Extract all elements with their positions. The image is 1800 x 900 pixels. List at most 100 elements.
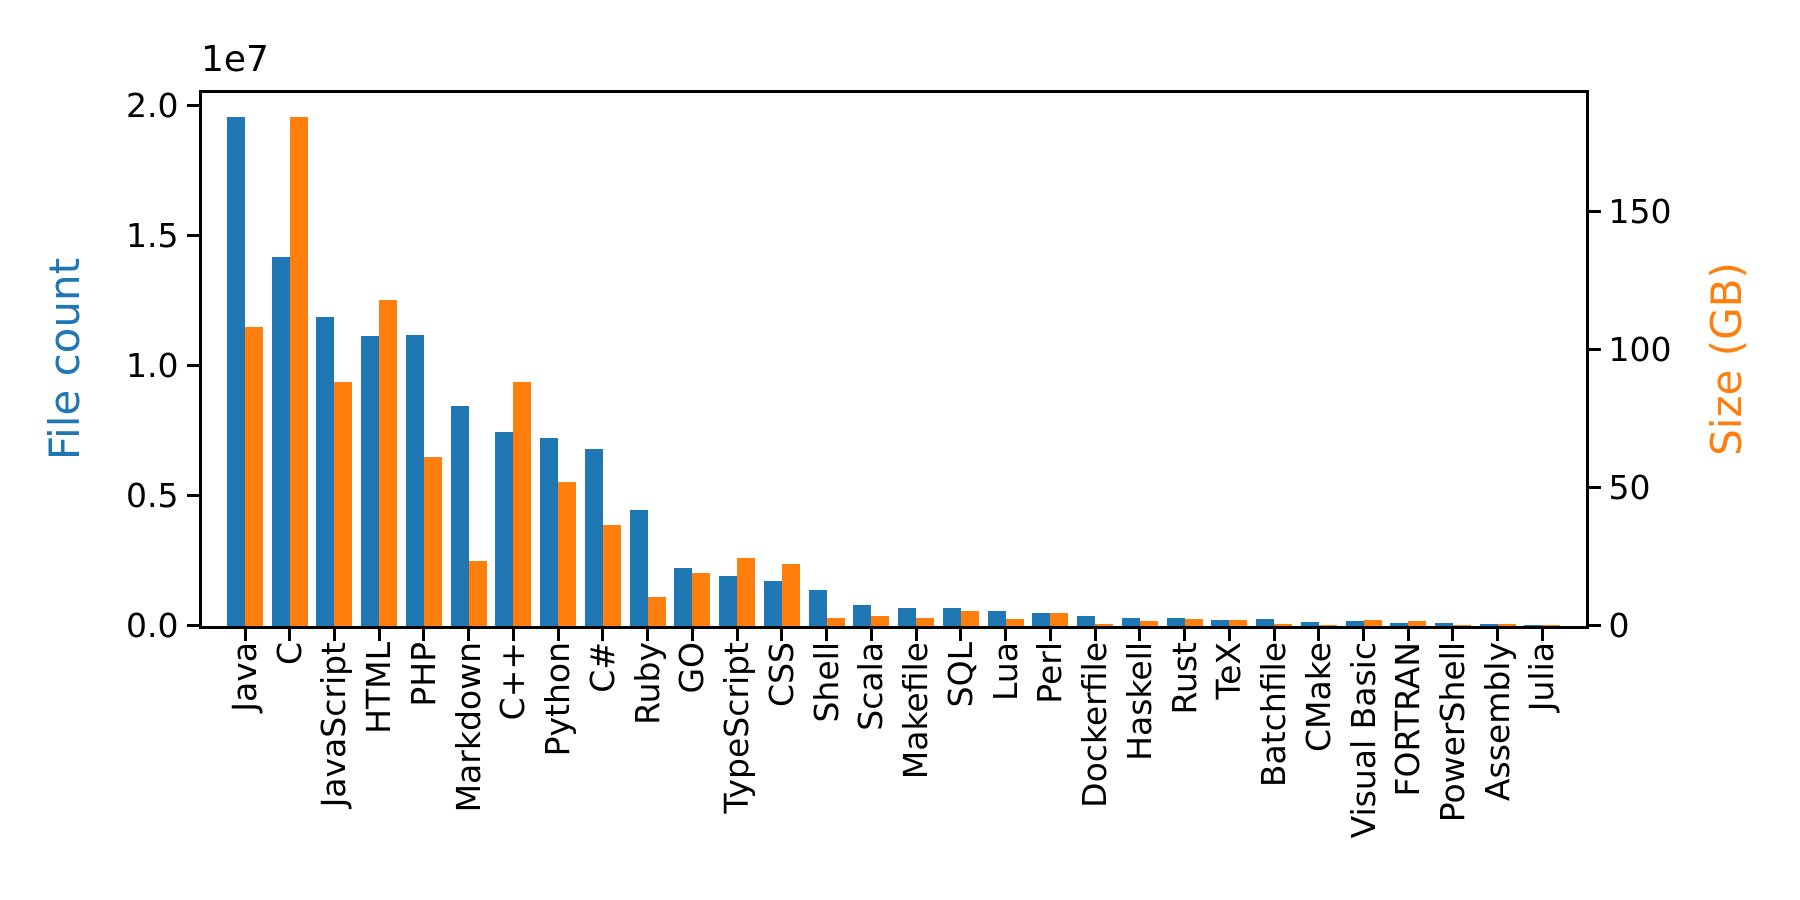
size-bar bbox=[1005, 619, 1024, 626]
size-bar bbox=[1095, 623, 1114, 626]
x-tick-mark bbox=[1406, 628, 1410, 641]
right-y-tick-mark bbox=[1588, 209, 1601, 213]
x-tick-label: Rust bbox=[1164, 642, 1204, 715]
file-count-bar bbox=[853, 605, 872, 626]
left-y-tick-mark bbox=[186, 624, 199, 627]
x-tick-mark bbox=[467, 628, 471, 641]
file-count-bar bbox=[1345, 621, 1364, 626]
x-tick-mark bbox=[601, 628, 605, 641]
left-y-tick-label: 1.0 bbox=[126, 346, 179, 385]
size-bar bbox=[737, 558, 756, 626]
size-bar bbox=[826, 617, 845, 626]
right-y-tick-label: 150 bbox=[1608, 191, 1672, 231]
x-tick-label: PHP bbox=[403, 642, 443, 707]
left-y-tick-mark bbox=[186, 494, 199, 497]
file-count-bar bbox=[227, 117, 245, 626]
x-tick-label: Scala bbox=[851, 642, 891, 731]
x-tick-mark bbox=[288, 628, 292, 641]
x-tick-mark bbox=[1048, 628, 1052, 641]
file-count-bar bbox=[1256, 619, 1275, 626]
x-tick-label: Lua bbox=[985, 642, 1025, 701]
x-tick-mark bbox=[1272, 628, 1276, 641]
x-tick-mark bbox=[1183, 628, 1187, 641]
x-tick-label: Java bbox=[224, 642, 264, 712]
x-tick-label: Dockerfile bbox=[1074, 642, 1114, 808]
size-bar bbox=[692, 573, 711, 626]
file-count-bar bbox=[540, 437, 559, 626]
file-count-bar bbox=[495, 432, 514, 626]
x-tick-label: Shell bbox=[806, 642, 846, 723]
x-tick-mark bbox=[332, 628, 336, 641]
left-y-tick-mark bbox=[186, 364, 199, 367]
x-tick-label: C bbox=[269, 642, 309, 666]
right-y-tick-label: 100 bbox=[1608, 329, 1672, 369]
x-tick-label: Visual Basic bbox=[1343, 642, 1383, 839]
x-tick-label: HTML bbox=[359, 642, 399, 734]
size-bar bbox=[1542, 624, 1561, 626]
left-y-tick-label: 0.5 bbox=[126, 476, 179, 515]
x-tick-label: Julia bbox=[1522, 642, 1562, 712]
x-tick-label: Makefile bbox=[895, 642, 935, 780]
x-tick-label: C++ bbox=[493, 642, 533, 721]
file-count-bar bbox=[674, 568, 693, 626]
x-tick-mark bbox=[914, 628, 918, 641]
size-bar bbox=[960, 610, 979, 626]
x-tick-mark bbox=[825, 628, 829, 641]
size-bar bbox=[871, 616, 890, 626]
file-count-bar bbox=[1121, 618, 1140, 626]
x-tick-label: C# bbox=[582, 642, 622, 693]
file-count-bar bbox=[898, 608, 917, 626]
size-bar bbox=[1452, 624, 1471, 626]
file-count-bar bbox=[1524, 624, 1543, 626]
x-tick-mark bbox=[1138, 628, 1142, 641]
x-tick-mark bbox=[1362, 628, 1365, 641]
x-tick-mark bbox=[1227, 628, 1231, 641]
x-tick-mark bbox=[1451, 628, 1455, 641]
file-count-bar bbox=[1434, 622, 1453, 626]
size-bar bbox=[468, 560, 487, 626]
size-bar bbox=[1229, 619, 1248, 626]
x-tick-label: Ruby bbox=[627, 642, 667, 725]
file-count-bar bbox=[1300, 621, 1319, 626]
x-tick-label: Assembly bbox=[1477, 642, 1517, 802]
x-tick-label: GO bbox=[672, 642, 712, 694]
x-tick-mark bbox=[869, 628, 873, 641]
x-tick-label: Perl bbox=[1030, 642, 1070, 704]
file-count-bar bbox=[1032, 612, 1051, 626]
size-bar bbox=[423, 457, 442, 626]
right-y-tick-mark bbox=[1588, 485, 1601, 489]
file-count-bar bbox=[763, 581, 782, 626]
x-tick-label: Python bbox=[538, 642, 578, 757]
x-tick-label: TeX bbox=[1209, 642, 1249, 700]
size-bar bbox=[558, 481, 577, 626]
size-bar bbox=[1363, 620, 1382, 626]
size-bar bbox=[513, 382, 532, 626]
file-count-bar bbox=[1166, 617, 1185, 626]
right-y-tick-label: 0 bbox=[1608, 606, 1630, 645]
file-count-bar bbox=[405, 334, 424, 626]
x-tick-mark bbox=[1093, 628, 1097, 641]
right-y-tick-label: 50 bbox=[1608, 467, 1651, 507]
size-bar bbox=[1050, 612, 1069, 626]
x-tick-label: CSS bbox=[761, 642, 801, 707]
size-bar bbox=[1184, 618, 1203, 626]
file-count-bar bbox=[271, 256, 290, 626]
x-tick-label: Haskell bbox=[1119, 642, 1159, 761]
x-tick-mark bbox=[646, 628, 650, 641]
file-count-bar bbox=[987, 611, 1006, 626]
x-tick-mark bbox=[422, 628, 426, 641]
right-axis-title: Size (GB) bbox=[1702, 262, 1751, 456]
x-tick-label: Batchfile bbox=[1253, 642, 1293, 788]
y-axis-offset-text: 1e7 bbox=[201, 39, 269, 80]
right-y-tick-mark bbox=[1588, 624, 1601, 627]
x-tick-label: FORTRAN bbox=[1388, 642, 1428, 797]
x-tick-label: SQL bbox=[940, 642, 980, 708]
left-y-tick-label: 0.0 bbox=[126, 606, 179, 645]
size-bar bbox=[1318, 624, 1337, 626]
file-count-bar bbox=[1479, 624, 1498, 626]
plot-bars-container bbox=[202, 93, 1586, 626]
size-bar bbox=[1274, 624, 1293, 626]
x-tick-label: Markdown bbox=[448, 642, 488, 813]
x-tick-label: JavaScript bbox=[314, 642, 354, 808]
